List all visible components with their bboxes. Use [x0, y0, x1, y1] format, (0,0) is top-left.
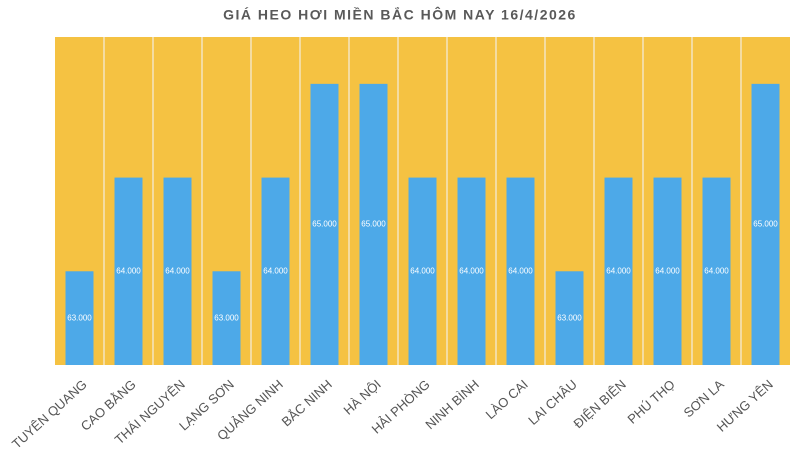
- data-label: 63.000: [557, 313, 582, 322]
- x-tick-label: BẮC NINH: [279, 377, 335, 430]
- bar: [604, 177, 633, 365]
- data-label: 65.000: [753, 220, 778, 229]
- data-label: 64.000: [165, 266, 190, 275]
- x-tick-label: HÀ NỘI: [340, 377, 383, 418]
- bar: [751, 83, 780, 365]
- bar: [212, 271, 241, 365]
- data-label: 64.000: [410, 266, 435, 275]
- data-label: 64.000: [263, 266, 288, 275]
- x-tick-label: NINH BÌNH: [422, 377, 481, 433]
- x-tick-label: ĐIỆN BIÊN: [570, 377, 628, 432]
- bar: [163, 177, 192, 365]
- data-label: 64.000: [459, 266, 484, 275]
- x-tick-label: TUYÊN QUANG: [9, 377, 90, 452]
- bar: [457, 177, 486, 365]
- bar: [261, 177, 290, 365]
- bar: [408, 177, 437, 365]
- x-tick-label: LÀO CAI: [483, 377, 531, 422]
- bar: [555, 271, 584, 365]
- data-label: 65.000: [312, 220, 337, 229]
- bar: [506, 177, 535, 365]
- bar: [310, 83, 339, 365]
- x-tick-label: PHÚ THỌ: [624, 377, 677, 427]
- chart-title: GIÁ HEO HƠI MIỀN BẮC HÔM NAY 16/4/2026: [223, 6, 577, 23]
- x-tick-label: SƠN LA: [681, 376, 727, 420]
- data-label: 64.000: [704, 266, 729, 275]
- data-label: 65.000: [361, 220, 386, 229]
- data-label: 64.000: [655, 266, 680, 275]
- bar: [359, 83, 388, 365]
- data-label: 64.000: [116, 266, 141, 275]
- data-label: 64.000: [606, 266, 631, 275]
- data-label: 64.000: [508, 266, 533, 275]
- data-label: 63.000: [214, 313, 239, 322]
- data-label: 63.000: [67, 313, 92, 322]
- bar: [653, 177, 682, 365]
- bar: [65, 271, 94, 365]
- bar: [702, 177, 731, 365]
- bar: [114, 177, 143, 365]
